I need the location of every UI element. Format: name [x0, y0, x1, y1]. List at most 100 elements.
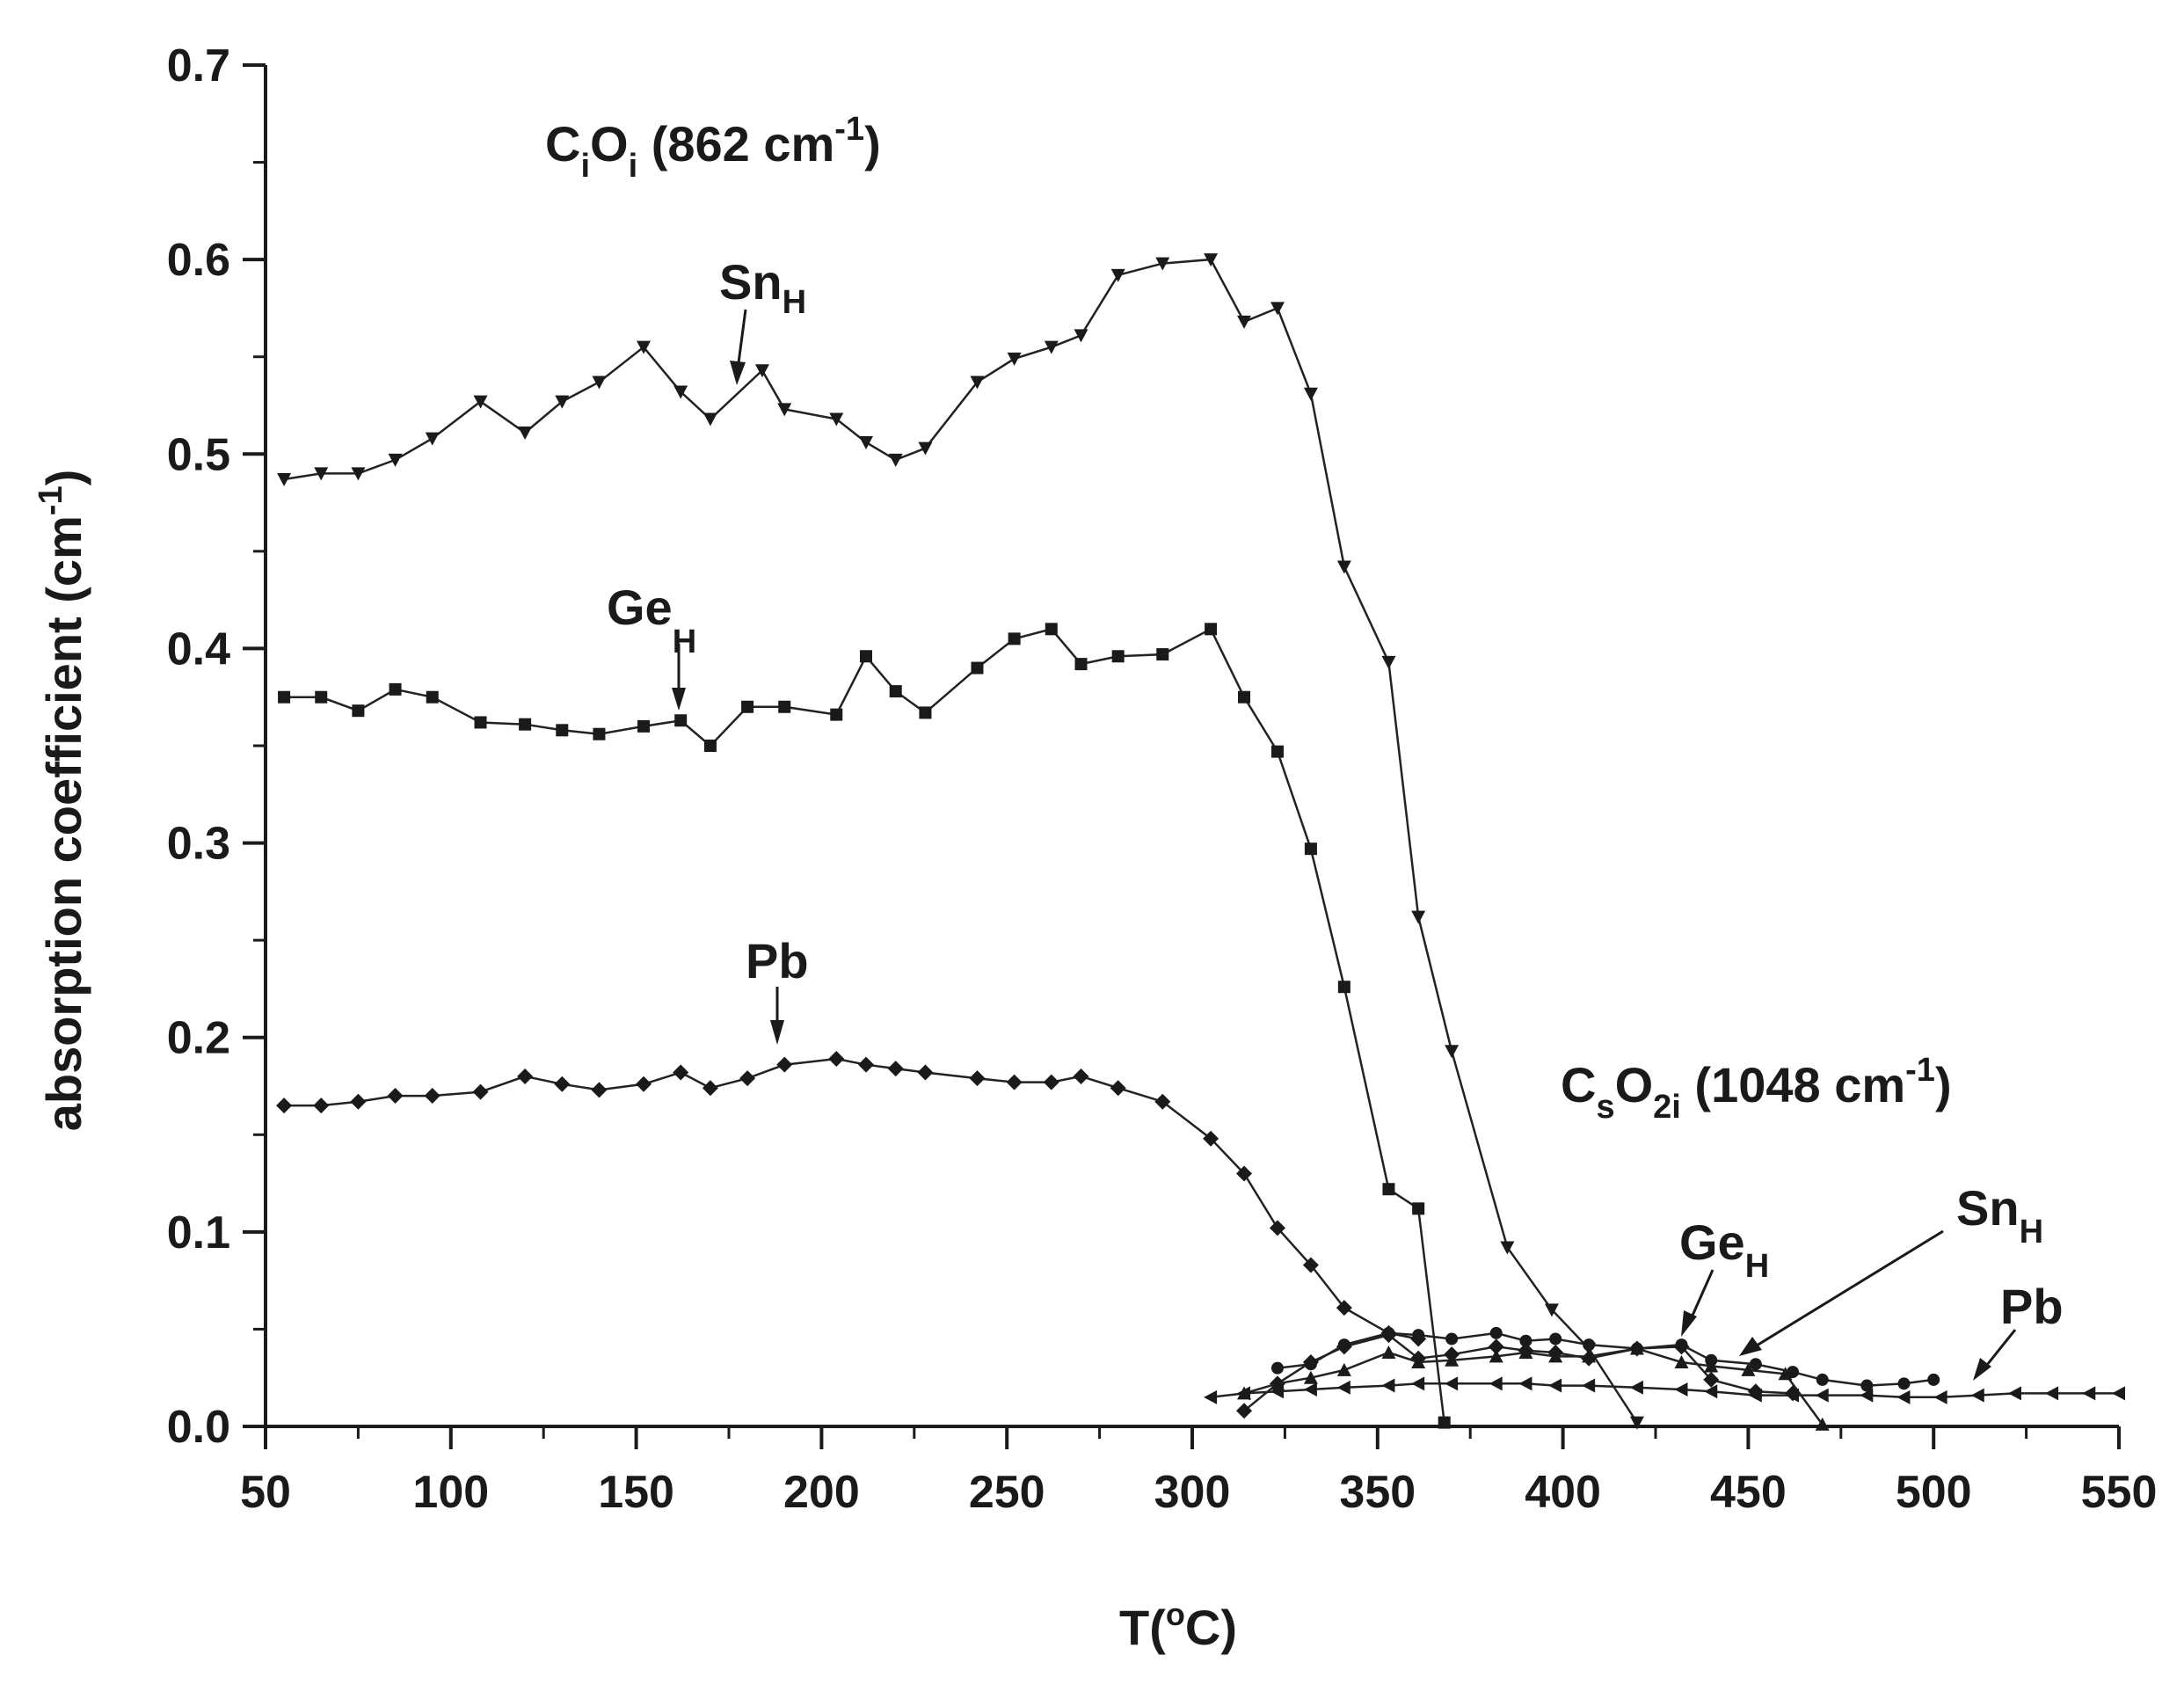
data-point — [1236, 1403, 1253, 1419]
plot-area: 50 100 150 200 250 300 350 400 450 500 550 0.0 0.1 0.… — [167, 40, 2158, 1518]
data-point — [1500, 1241, 1515, 1255]
data-point — [1582, 1349, 1597, 1363]
data-point — [1155, 257, 1170, 271]
x-tick-label: 500 — [1896, 1467, 1972, 1518]
data-point — [1336, 1362, 1351, 1376]
data-point — [1489, 1376, 1503, 1391]
data-point — [1445, 1332, 1459, 1346]
data-point — [2045, 1386, 2059, 1401]
data-point — [1304, 1358, 1317, 1371]
data-point — [1411, 1376, 1425, 1391]
label-sn-bottom: SnH — [1956, 1180, 2043, 1251]
data-point — [971, 661, 984, 675]
data-point — [1337, 1338, 1350, 1352]
data-point — [556, 724, 569, 737]
data-point — [1336, 560, 1351, 574]
data-point — [637, 719, 651, 733]
annotation-cso2i: CsO2i (1048 cm-1) — [1561, 1052, 1952, 1126]
data-point — [424, 1088, 440, 1105]
data-point — [1748, 1388, 1762, 1403]
data-point — [1237, 1386, 1251, 1401]
data-point — [1411, 1355, 1426, 1369]
data-point — [1970, 1388, 1984, 1403]
series-line-ci_sn — [283, 258, 1638, 1424]
x-axis-label: T(oC) — [1119, 1596, 1237, 1655]
series-line-ci_pb — [284, 1057, 1419, 1340]
data-point — [1412, 1329, 1425, 1342]
data-point — [1110, 268, 1125, 282]
data-point — [1304, 842, 1317, 856]
label-ge-top: GeH — [607, 580, 696, 660]
data-point — [673, 385, 688, 399]
y-tick-label: 0.4 — [167, 624, 230, 675]
data-point — [1238, 690, 1251, 704]
data-point — [1203, 1130, 1219, 1147]
data-point — [741, 700, 754, 713]
data-point — [1445, 1376, 1459, 1391]
data-point — [1204, 253, 1219, 267]
data-point — [1156, 648, 1169, 661]
data-point — [1154, 1093, 1171, 1110]
data-point — [1927, 1373, 1940, 1386]
data-point — [1518, 1345, 1533, 1359]
data-point — [830, 708, 843, 721]
data-point — [517, 1068, 534, 1084]
data-point — [1110, 1080, 1126, 1097]
x-tick-label: 250 — [969, 1467, 1045, 1518]
y-tick-label: 0.2 — [167, 1013, 230, 1064]
data-point — [1815, 1388, 1829, 1403]
data-point — [1741, 1362, 1756, 1376]
data-point — [918, 441, 933, 456]
data-point — [859, 650, 872, 663]
data-point — [554, 1076, 571, 1092]
data-point — [1933, 1389, 1947, 1404]
data-point — [276, 1098, 293, 1114]
data-point — [1074, 658, 1088, 671]
data-point — [1382, 1326, 1395, 1339]
data-point — [389, 682, 402, 696]
data-point — [1269, 1220, 1285, 1236]
data-point — [776, 1056, 793, 1073]
data-point — [1236, 1165, 1253, 1182]
data-point — [1675, 1338, 1688, 1352]
data-point — [1270, 1361, 1284, 1375]
x-tick-label: 50 — [240, 1467, 291, 1518]
data-point — [1381, 1378, 1395, 1393]
x-tick-label: 150 — [598, 1467, 674, 1518]
data-point — [1411, 910, 1426, 924]
arrow-sn-bottom — [1756, 1229, 1944, 1347]
data-point — [1816, 1373, 1829, 1386]
data-point — [1705, 1353, 1718, 1367]
data-point — [518, 426, 533, 440]
data-point — [1629, 1416, 1644, 1430]
data-point — [1303, 387, 1318, 401]
arrow-sn-top — [736, 309, 747, 370]
data-point — [1074, 329, 1088, 343]
data-point — [917, 1064, 934, 1081]
data-point — [1489, 1349, 1503, 1363]
data-point — [1749, 1358, 1762, 1371]
data-point — [519, 718, 532, 731]
data-point — [426, 690, 439, 704]
data-point — [1337, 981, 1350, 994]
data-point — [2007, 1386, 2021, 1401]
data-point — [673, 1064, 689, 1081]
y-tick-label: 0.3 — [167, 819, 230, 870]
data-point — [1204, 1389, 1218, 1404]
callout-arrows — [672, 309, 2017, 1381]
x-tick-label: 450 — [1710, 1467, 1787, 1518]
data-point — [2082, 1386, 2096, 1401]
data-point — [593, 727, 606, 740]
data-point — [1896, 1389, 1911, 1404]
data-point — [1778, 1367, 1793, 1381]
label-sn-top: SnH — [719, 254, 806, 321]
data-point — [828, 1051, 845, 1068]
data-point — [858, 436, 873, 450]
data-point — [1674, 1382, 1688, 1397]
data-point — [1544, 1303, 1559, 1317]
data-point — [887, 1061, 904, 1077]
data-point — [1488, 1338, 1504, 1355]
data-point — [1815, 1417, 1830, 1431]
data-point — [702, 1080, 718, 1097]
